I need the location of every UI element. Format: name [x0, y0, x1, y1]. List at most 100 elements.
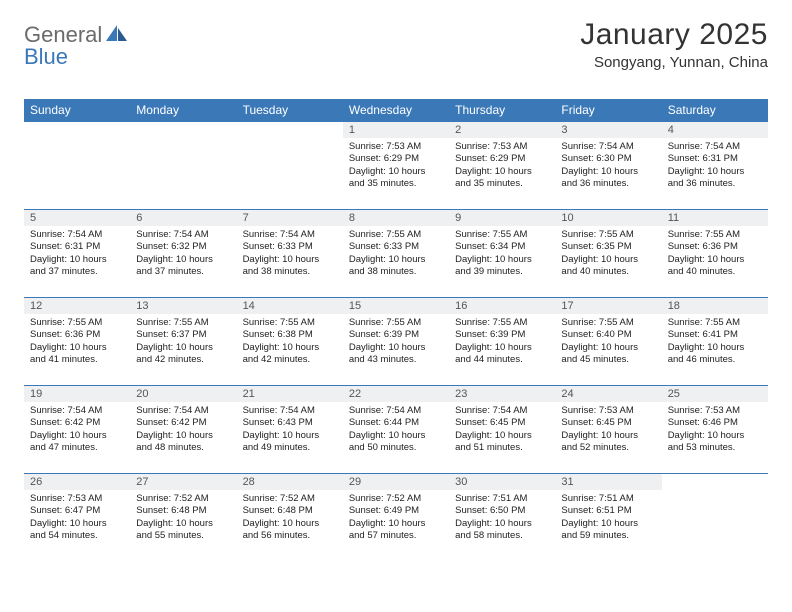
day-details: Sunrise: 7:54 AMSunset: 6:45 PMDaylight:…	[449, 402, 555, 458]
day-details: Sunrise: 7:54 AMSunset: 6:32 PMDaylight:…	[130, 226, 236, 282]
calendar-day-cell: 9Sunrise: 7:55 AMSunset: 6:34 PMDaylight…	[449, 210, 555, 298]
day-number: 2	[449, 122, 555, 138]
calendar-day-cell: 25Sunrise: 7:53 AMSunset: 6:46 PMDayligh…	[662, 386, 768, 474]
day-number: 20	[130, 386, 236, 402]
day-details: Sunrise: 7:51 AMSunset: 6:50 PMDaylight:…	[449, 490, 555, 546]
title-block: January 2025 Songyang, Yunnan, China	[580, 18, 768, 71]
calendar-week-row: 5Sunrise: 7:54 AMSunset: 6:31 PMDaylight…	[24, 210, 768, 298]
day-details: Sunrise: 7:54 AMSunset: 6:44 PMDaylight:…	[343, 402, 449, 458]
day-details: Sunrise: 7:53 AMSunset: 6:47 PMDaylight:…	[24, 490, 130, 546]
calendar-day-cell: 8Sunrise: 7:55 AMSunset: 6:33 PMDaylight…	[343, 210, 449, 298]
day-number: 14	[237, 298, 343, 314]
calendar-day-cell: 6Sunrise: 7:54 AMSunset: 6:32 PMDaylight…	[130, 210, 236, 298]
day-number: 19	[24, 386, 130, 402]
day-number: 21	[237, 386, 343, 402]
day-details: Sunrise: 7:55 AMSunset: 6:39 PMDaylight:…	[343, 314, 449, 370]
day-number: 16	[449, 298, 555, 314]
day-details: Sunrise: 7:55 AMSunset: 6:36 PMDaylight:…	[24, 314, 130, 370]
calendar-day-cell: 17Sunrise: 7:55 AMSunset: 6:40 PMDayligh…	[555, 298, 661, 386]
calendar-day-cell: 19Sunrise: 7:54 AMSunset: 6:42 PMDayligh…	[24, 386, 130, 474]
logo-line2: Blue	[24, 44, 68, 70]
day-details: Sunrise: 7:51 AMSunset: 6:51 PMDaylight:…	[555, 490, 661, 546]
day-number: 17	[555, 298, 661, 314]
day-details: Sunrise: 7:55 AMSunset: 6:37 PMDaylight:…	[130, 314, 236, 370]
day-number: 18	[662, 298, 768, 314]
day-details: Sunrise: 7:53 AMSunset: 6:45 PMDaylight:…	[555, 402, 661, 458]
weekday-header: Wednesday	[343, 99, 449, 122]
day-details: Sunrise: 7:55 AMSunset: 6:39 PMDaylight:…	[449, 314, 555, 370]
day-details: Sunrise: 7:55 AMSunset: 6:36 PMDaylight:…	[662, 226, 768, 282]
day-details: Sunrise: 7:54 AMSunset: 6:31 PMDaylight:…	[662, 138, 768, 194]
day-number: 9	[449, 210, 555, 226]
day-number: 12	[24, 298, 130, 314]
calendar-week-row: ...1Sunrise: 7:53 AMSunset: 6:29 PMDayli…	[24, 122, 768, 210]
day-details: Sunrise: 7:55 AMSunset: 6:34 PMDaylight:…	[449, 226, 555, 282]
calendar-day-cell: .	[662, 474, 768, 562]
calendar-day-cell: 26Sunrise: 7:53 AMSunset: 6:47 PMDayligh…	[24, 474, 130, 562]
weekday-header: Tuesday	[237, 99, 343, 122]
day-details: Sunrise: 7:54 AMSunset: 6:42 PMDaylight:…	[24, 402, 130, 458]
calendar-header-row: SundayMondayTuesdayWednesdayThursdayFrid…	[24, 99, 768, 122]
weekday-header: Monday	[130, 99, 236, 122]
day-details: Sunrise: 7:54 AMSunset: 6:33 PMDaylight:…	[237, 226, 343, 282]
calendar-day-cell: 10Sunrise: 7:55 AMSunset: 6:35 PMDayligh…	[555, 210, 661, 298]
calendar-day-cell: 29Sunrise: 7:52 AMSunset: 6:49 PMDayligh…	[343, 474, 449, 562]
calendar-day-cell: 24Sunrise: 7:53 AMSunset: 6:45 PMDayligh…	[555, 386, 661, 474]
calendar-day-cell: 14Sunrise: 7:55 AMSunset: 6:38 PMDayligh…	[237, 298, 343, 386]
day-number: 8	[343, 210, 449, 226]
day-number: 11	[662, 210, 768, 226]
calendar-day-cell: 5Sunrise: 7:54 AMSunset: 6:31 PMDaylight…	[24, 210, 130, 298]
calendar-day-cell: 13Sunrise: 7:55 AMSunset: 6:37 PMDayligh…	[130, 298, 236, 386]
day-number: 31	[555, 474, 661, 490]
calendar-day-cell: 28Sunrise: 7:52 AMSunset: 6:48 PMDayligh…	[237, 474, 343, 562]
calendar-day-cell: 30Sunrise: 7:51 AMSunset: 6:50 PMDayligh…	[449, 474, 555, 562]
calendar-day-cell: 27Sunrise: 7:52 AMSunset: 6:48 PMDayligh…	[130, 474, 236, 562]
weekday-header: Saturday	[662, 99, 768, 122]
weekday-header: Thursday	[449, 99, 555, 122]
weekday-header: Friday	[555, 99, 661, 122]
day-number: 22	[343, 386, 449, 402]
calendar-day-cell: 22Sunrise: 7:54 AMSunset: 6:44 PMDayligh…	[343, 386, 449, 474]
calendar-day-cell: 11Sunrise: 7:55 AMSunset: 6:36 PMDayligh…	[662, 210, 768, 298]
day-number: 23	[449, 386, 555, 402]
calendar-body: ...1Sunrise: 7:53 AMSunset: 6:29 PMDayli…	[24, 122, 768, 562]
day-number: 25	[662, 386, 768, 402]
calendar-week-row: 12Sunrise: 7:55 AMSunset: 6:36 PMDayligh…	[24, 298, 768, 386]
calendar-day-cell: .	[24, 122, 130, 210]
day-details: Sunrise: 7:52 AMSunset: 6:49 PMDaylight:…	[343, 490, 449, 546]
calendar-day-cell: 15Sunrise: 7:55 AMSunset: 6:39 PMDayligh…	[343, 298, 449, 386]
day-number: 3	[555, 122, 661, 138]
day-number: 15	[343, 298, 449, 314]
calendar-day-cell: 18Sunrise: 7:55 AMSunset: 6:41 PMDayligh…	[662, 298, 768, 386]
logo-sail-icon	[106, 24, 128, 47]
calendar-page: General January 2025 Songyang, Yunnan, C…	[0, 0, 792, 580]
day-details: Sunrise: 7:55 AMSunset: 6:33 PMDaylight:…	[343, 226, 449, 282]
day-number: 6	[130, 210, 236, 226]
day-number: 24	[555, 386, 661, 402]
day-number: 4	[662, 122, 768, 138]
day-number: 27	[130, 474, 236, 490]
page-header: General January 2025 Songyang, Yunnan, C…	[24, 18, 768, 71]
day-number: 1	[343, 122, 449, 138]
day-details: Sunrise: 7:55 AMSunset: 6:38 PMDaylight:…	[237, 314, 343, 370]
day-details: Sunrise: 7:55 AMSunset: 6:40 PMDaylight:…	[555, 314, 661, 370]
calendar-day-cell: 7Sunrise: 7:54 AMSunset: 6:33 PMDaylight…	[237, 210, 343, 298]
calendar-day-cell: 21Sunrise: 7:54 AMSunset: 6:43 PMDayligh…	[237, 386, 343, 474]
calendar-day-cell: 12Sunrise: 7:55 AMSunset: 6:36 PMDayligh…	[24, 298, 130, 386]
calendar-day-cell: 31Sunrise: 7:51 AMSunset: 6:51 PMDayligh…	[555, 474, 661, 562]
location-subtitle: Songyang, Yunnan, China	[580, 54, 768, 71]
calendar-table: SundayMondayTuesdayWednesdayThursdayFrid…	[24, 99, 768, 562]
day-details: Sunrise: 7:54 AMSunset: 6:31 PMDaylight:…	[24, 226, 130, 282]
day-details: Sunrise: 7:53 AMSunset: 6:29 PMDaylight:…	[343, 138, 449, 194]
calendar-day-cell: 20Sunrise: 7:54 AMSunset: 6:42 PMDayligh…	[130, 386, 236, 474]
day-details: Sunrise: 7:52 AMSunset: 6:48 PMDaylight:…	[237, 490, 343, 546]
day-number: 10	[555, 210, 661, 226]
logo-text-blue: Blue	[24, 44, 68, 69]
day-details: Sunrise: 7:54 AMSunset: 6:42 PMDaylight:…	[130, 402, 236, 458]
day-details: Sunrise: 7:53 AMSunset: 6:46 PMDaylight:…	[662, 402, 768, 458]
day-details: Sunrise: 7:54 AMSunset: 6:30 PMDaylight:…	[555, 138, 661, 194]
day-number: 30	[449, 474, 555, 490]
weekday-header: Sunday	[24, 99, 130, 122]
day-details: Sunrise: 7:52 AMSunset: 6:48 PMDaylight:…	[130, 490, 236, 546]
day-details: Sunrise: 7:55 AMSunset: 6:41 PMDaylight:…	[662, 314, 768, 370]
